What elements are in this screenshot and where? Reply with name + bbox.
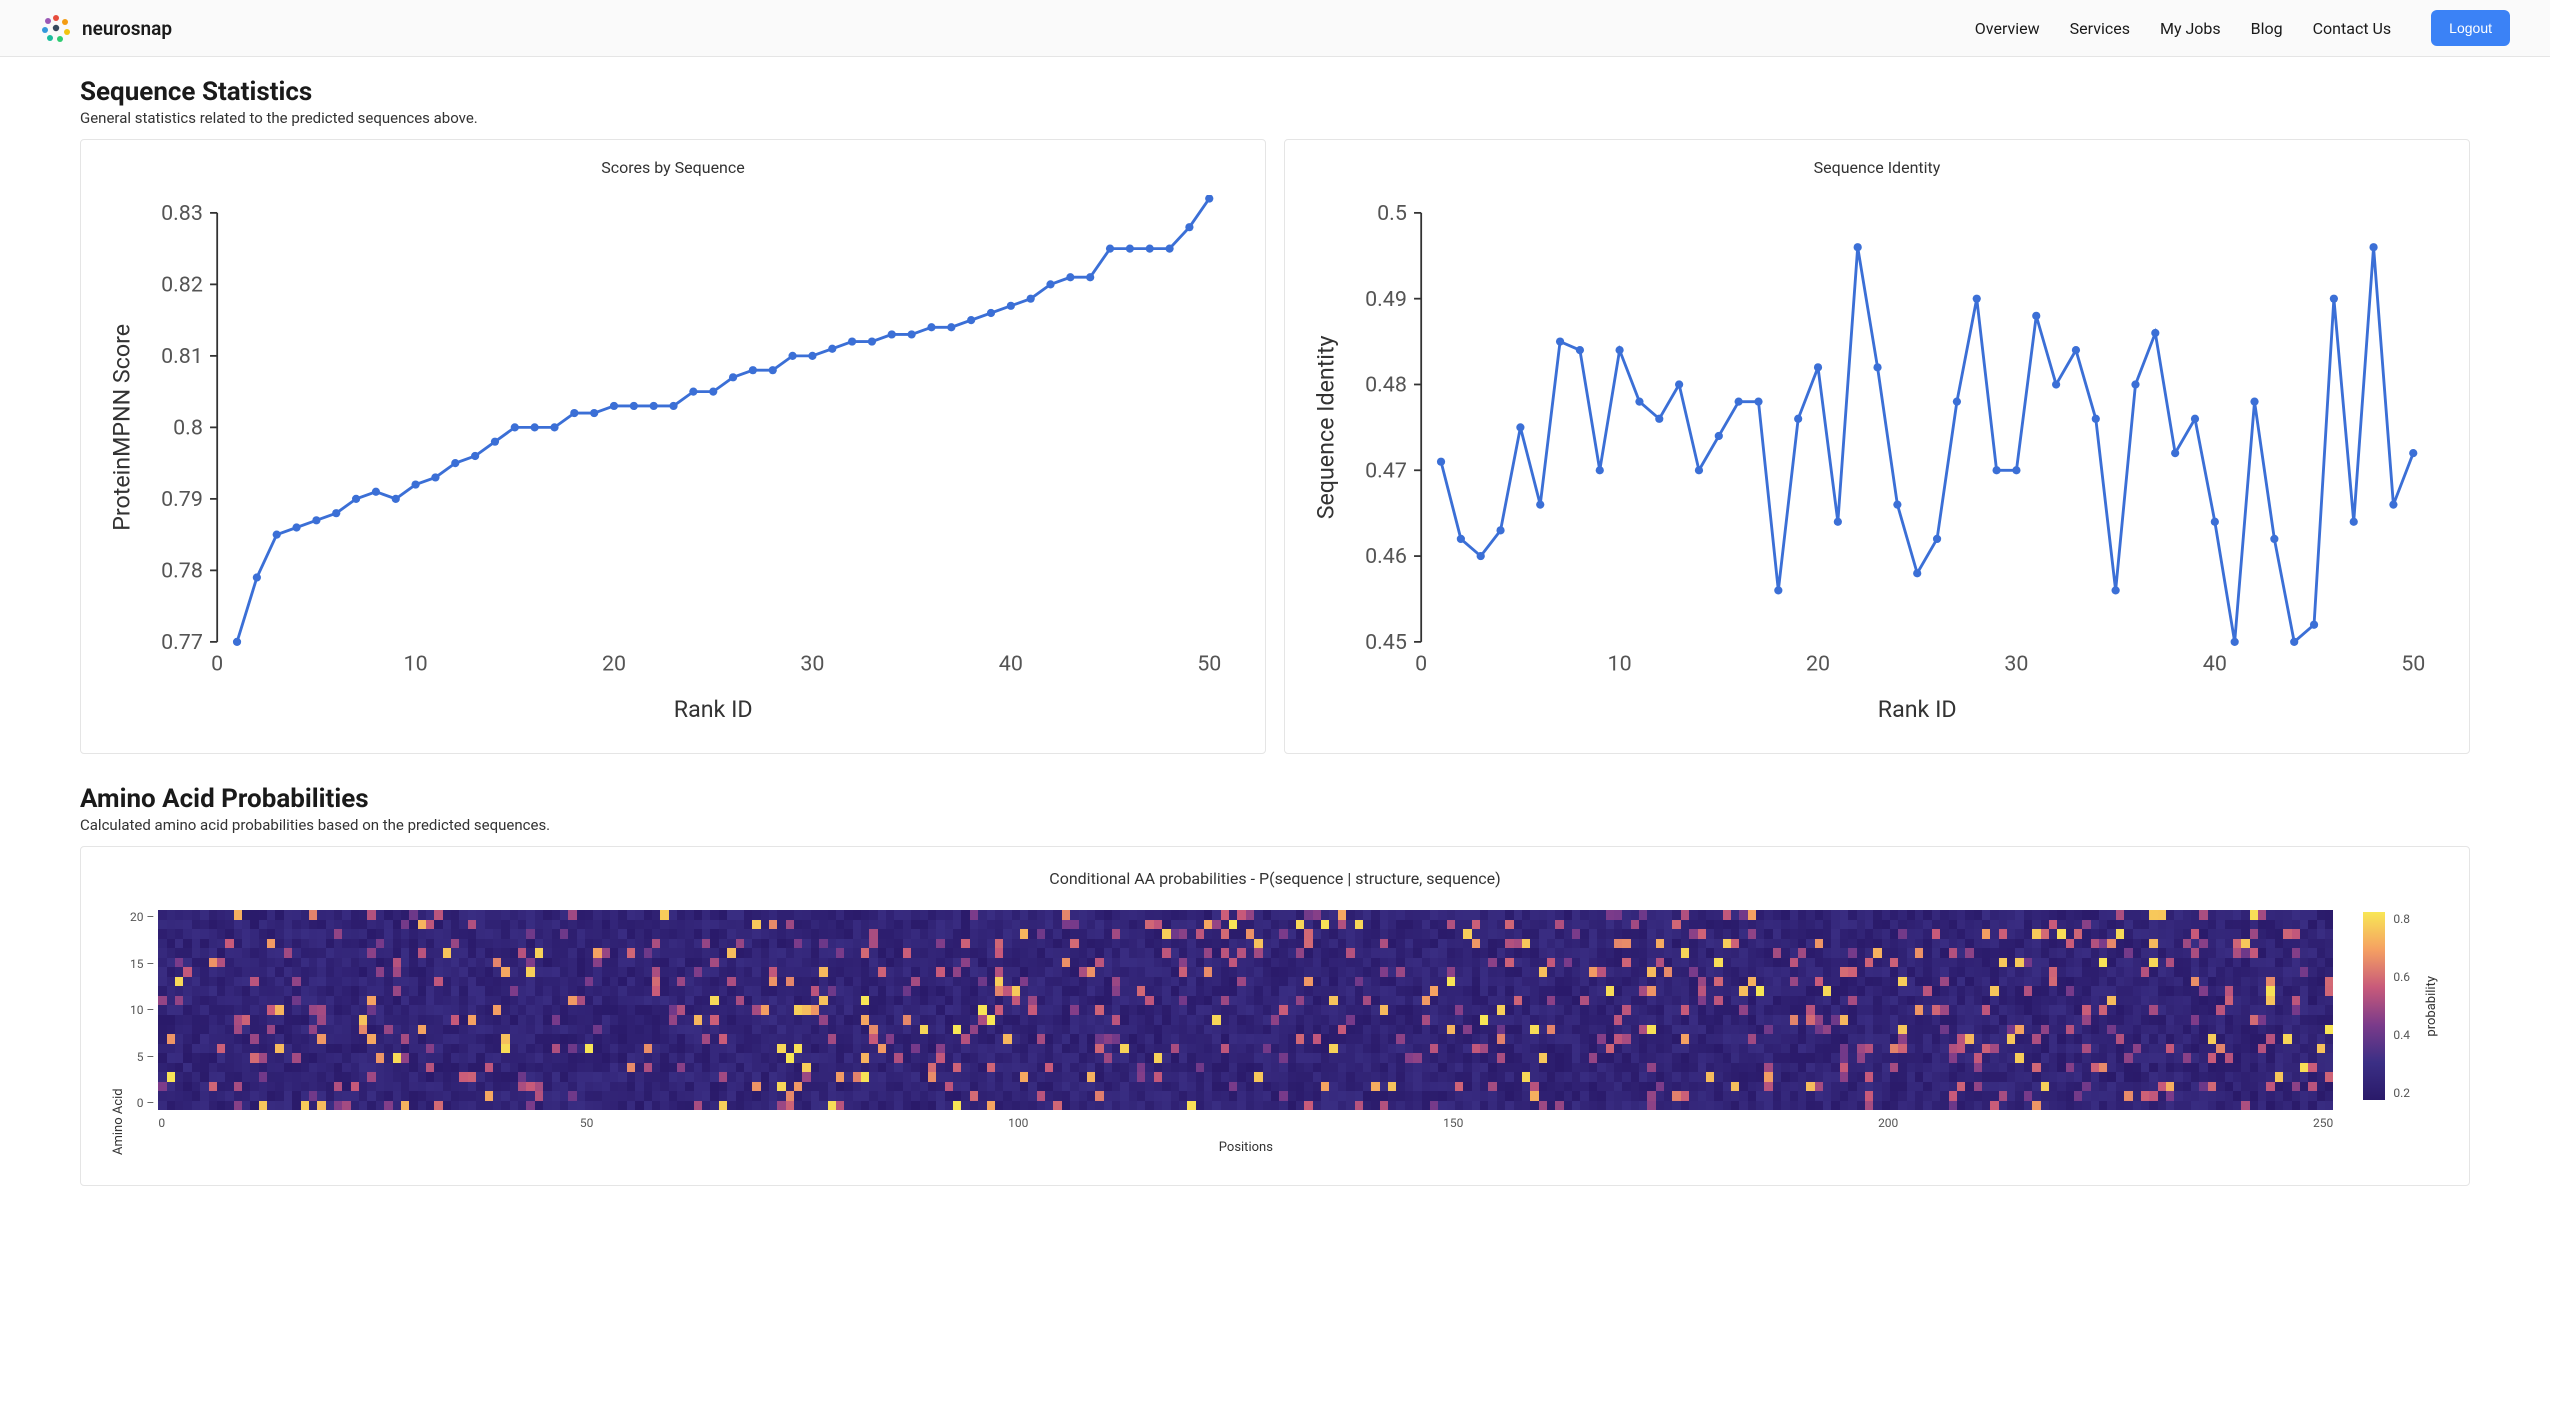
nav-blog[interactable]: Blog (2251, 19, 2283, 38)
colorbar-strip (2363, 912, 2385, 1100)
svg-text:30: 30 (800, 651, 824, 676)
svg-text:20: 20 (602, 651, 626, 676)
svg-text:Sequence Identity: Sequence Identity (1312, 335, 1340, 519)
logout-button[interactable]: Logout (2431, 10, 2510, 46)
heatmap-xlabel: Positions (158, 1140, 2333, 1155)
section-title: Sequence Statistics (80, 77, 2470, 107)
svg-text:0.81: 0.81 (161, 344, 203, 369)
nav-contact[interactable]: Contact Us (2313, 19, 2392, 38)
section-subtitle: General statistics related to the predic… (80, 109, 2470, 127)
svg-text:0.82: 0.82 (161, 273, 203, 298)
section-subtitle: Calculated amino acid probabilities base… (80, 816, 2470, 834)
heatmap-title: Conditional AA probabilities - P(sequenc… (111, 869, 2439, 888)
nav-overview[interactable]: Overview (1975, 19, 2040, 38)
svg-text:40: 40 (999, 651, 1023, 676)
charts-row: Scores by Sequence 0.770.780.790.80.810.… (80, 139, 2470, 754)
svg-text:0: 0 (1415, 651, 1427, 676)
svg-text:40: 40 (2203, 651, 2227, 676)
heatmap-card: Conditional AA probabilities - P(sequenc… (80, 846, 2470, 1186)
svg-text:10: 10 (1608, 651, 1632, 676)
svg-text:0.45: 0.45 (1365, 630, 1407, 655)
heatmap-layout: Amino Acid 20 –15 –10 –5 –0 – 0501001502… (111, 910, 2439, 1155)
svg-text:Rank ID: Rank ID (1878, 695, 1957, 723)
chart-title: Sequence Identity (1305, 158, 2449, 177)
brand: neurosnap (40, 12, 172, 44)
logo-icon (40, 12, 72, 44)
heatmap-main: Amino Acid 20 –15 –10 –5 –0 – 0501001502… (111, 910, 2333, 1155)
colorbar-label: probability (2424, 976, 2439, 1037)
svg-text:20: 20 (1806, 651, 1830, 676)
svg-text:Rank ID: Rank ID (674, 695, 753, 723)
heatmap-ylabel: Amino Acid (111, 910, 126, 1155)
section-amino-acid: Amino Acid Probabilities Calculated amin… (80, 784, 2470, 834)
svg-text:0.77: 0.77 (161, 630, 203, 655)
heatmap-grid-wrap: 050100150200250 Positions (158, 910, 2333, 1155)
heatmap-yticks: 20 –15 –10 –5 –0 – (130, 910, 158, 1110)
nav-services[interactable]: Services (2070, 19, 2130, 38)
svg-text:0.49: 0.49 (1365, 287, 1407, 312)
svg-text:50: 50 (1197, 651, 1221, 676)
chart-title: Scores by Sequence (101, 158, 1245, 177)
svg-text:ProteinMPNN Score: ProteinMPNN Score (108, 324, 136, 531)
chart-identity-card: Sequence Identity 0.450.460.470.480.490.… (1284, 139, 2470, 754)
svg-text:50: 50 (2401, 651, 2425, 676)
svg-text:10: 10 (404, 651, 428, 676)
svg-text:0.83: 0.83 (161, 201, 203, 226)
svg-text:0.79: 0.79 (161, 487, 203, 512)
svg-text:0.48: 0.48 (1365, 373, 1407, 398)
section-title: Amino Acid Probabilities (80, 784, 2470, 814)
nav: Overview Services My Jobs Blog Contact U… (1975, 10, 2510, 46)
colorbar-ticks: 0.80.60.40.2 (2393, 912, 2410, 1100)
heatmap-xticks: 050100150200250 (158, 1116, 2333, 1130)
heatmap-grid (158, 910, 2333, 1110)
chart-scores-card: Scores by Sequence 0.770.780.790.80.810.… (80, 139, 1266, 754)
brand-name: neurosnap (82, 17, 172, 40)
header: neurosnap Overview Services My Jobs Blog… (0, 0, 2550, 57)
section-sequence-statistics: Sequence Statistics General statistics r… (80, 77, 2470, 127)
chart-scores: 0.77 0.78 0.79 0.8 0.81 0.82 0.83 0 10 20 30 40 50 Ra… (101, 195, 1245, 731)
nav-my-jobs[interactable]: My Jobs (2160, 19, 2221, 38)
main: Sequence Statistics General statistics r… (0, 57, 2550, 1226)
chart-identity: 0.45 0.46 0.47 0.48 0.49 0.5 0 10 20 30 40 50 Rank I… (1305, 195, 2449, 731)
svg-text:30: 30 (2004, 651, 2028, 676)
svg-text:0.46: 0.46 (1365, 544, 1407, 569)
svg-text:0.78: 0.78 (161, 559, 203, 584)
svg-text:0.47: 0.47 (1365, 458, 1407, 483)
colorbar: 0.80.60.40.2 probability (2363, 912, 2439, 1100)
svg-text:0.8: 0.8 (173, 416, 203, 441)
svg-text:0: 0 (211, 651, 223, 676)
svg-text:0.5: 0.5 (1377, 201, 1407, 226)
